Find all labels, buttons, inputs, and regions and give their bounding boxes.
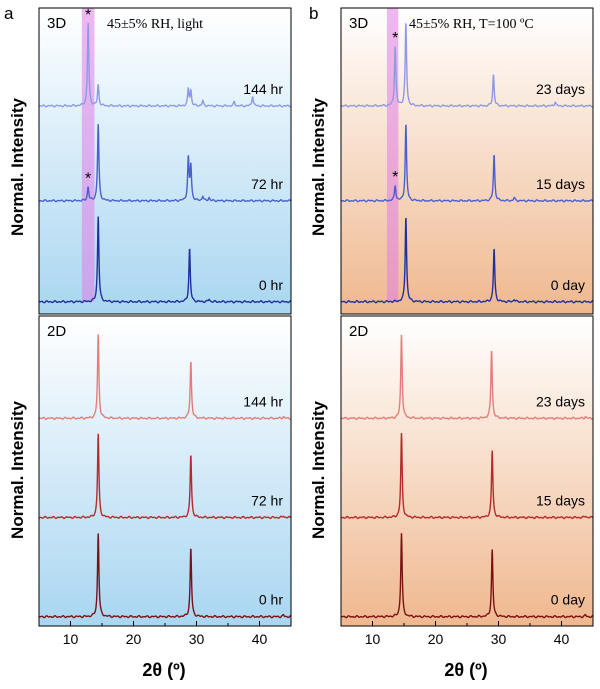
panel-letter-b: b — [309, 4, 318, 23]
series-label: 15 days — [536, 176, 585, 192]
condition-label: 45±5% RH, T=100 ºC — [409, 17, 534, 32]
series-line-0-day — [340, 533, 594, 619]
peak-highlight-band — [386, 8, 399, 302]
sample-label: 2D — [47, 323, 66, 340]
plot-a-top: 0 hr 72 hr * 144 hr * 3D 45±5% RH, light — [38, 7, 292, 315]
xlabel-b: 2θ (º) — [444, 660, 487, 680]
xlabel-a: 2θ (º) — [142, 660, 185, 680]
x-tick-label: 20 — [126, 631, 142, 647]
series-label: 72 hr — [251, 176, 283, 192]
series-line-0-hr — [38, 216, 292, 304]
series-label: 144 hr — [243, 81, 283, 97]
series-line-0-day — [340, 217, 594, 304]
plot-background — [341, 316, 593, 626]
x-tick-label: 20 — [428, 631, 444, 647]
x-tick-label: 40 — [554, 631, 570, 647]
series-label: 144 hr — [243, 393, 283, 409]
sample-label: 3D — [349, 15, 368, 32]
peak-star-marker: * — [85, 7, 91, 24]
x-tick-label: 30 — [189, 631, 205, 647]
peak-star-marker: * — [392, 169, 398, 186]
series-label: 0 hr — [259, 277, 283, 293]
series-label: 0 day — [551, 592, 585, 608]
plot-b-top: 0 day 15 days * 23 days * 3D 45±5% RH, T=100 º… — [340, 7, 594, 315]
series-label: 72 hr — [251, 493, 283, 509]
sample-label: 3D — [47, 15, 66, 32]
plot-b-bottom: 0 day 15 days 23 days 2D 10 20 30 40 — [340, 315, 594, 647]
plot-background — [341, 8, 593, 314]
ylabel-a-top: Normal. Intensity — [8, 97, 27, 235]
x-tick-label: 10 — [365, 631, 381, 647]
ylabel-a-bottom: Normal. Intensity — [8, 400, 27, 538]
series-line-144-hr — [38, 23, 292, 108]
peak-highlight-band — [81, 8, 95, 302]
series-line-23-days — [340, 22, 594, 108]
x-tick-label: 10 — [63, 631, 79, 647]
plot-a-bottom: 0 hr 72 hr 144 hr 2D 10 20 30 40 — [38, 315, 292, 647]
series-label: 0 hr — [259, 592, 283, 608]
x-tick-label: 30 — [491, 631, 507, 647]
x-tick-label: 40 — [252, 631, 268, 647]
condition-label: 45±5% RH, light — [107, 17, 203, 32]
series-label: 0 day — [551, 277, 585, 293]
series-line-15-days — [340, 124, 594, 203]
series-line-72-hr — [38, 433, 292, 520]
plot-panels: 0 hr 72 hr * 144 hr * 3D 45±5% RH, light 0 day 1… — [38, 7, 594, 647]
series-label: 23 days — [536, 81, 585, 97]
plot-background — [39, 316, 291, 626]
panel-letter-a: a — [4, 4, 14, 23]
plot-frame — [38, 7, 292, 315]
peak-star-marker: * — [392, 30, 398, 47]
series-label: 15 days — [536, 493, 585, 509]
series-line-23-days — [340, 334, 594, 420]
series-label: 23 days — [536, 393, 585, 409]
series-line-72-hr — [38, 124, 292, 203]
plot-frame — [340, 7, 594, 315]
ylabel-b-bottom: Normal. Intensity — [309, 400, 328, 538]
peak-star-marker: * — [85, 171, 91, 188]
ylabel-b-top: Normal. Intensity — [309, 97, 328, 235]
plot-background — [39, 8, 291, 314]
series-line-15-days — [340, 433, 594, 520]
series-line-0-hr — [38, 533, 292, 619]
series-line-144-hr — [38, 334, 292, 420]
sample-label: 2D — [349, 323, 368, 340]
